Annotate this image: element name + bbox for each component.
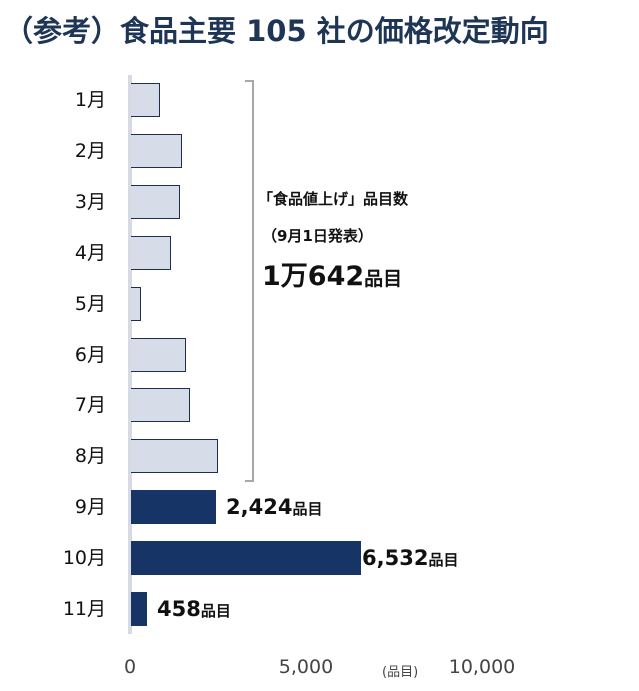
category-label: 11月	[62, 598, 106, 620]
category-label: 9月	[74, 496, 106, 518]
data-label-value: 2,424	[226, 495, 293, 519]
bar-11-month	[131, 592, 147, 626]
annotation-total: 1万642品目	[262, 254, 402, 293]
bar-10-month	[131, 541, 361, 575]
x-tick-10000: 10,000	[448, 656, 516, 678]
bar-1-month	[131, 83, 160, 117]
bar-2-month	[131, 134, 182, 168]
category-label: 7月	[74, 394, 106, 416]
category-label: 8月	[74, 445, 106, 467]
bar-6-month	[131, 338, 186, 372]
data-label-v10: 6,532品目	[362, 541, 458, 575]
x-tick-5000: 5,000	[278, 656, 334, 678]
data-label-unit: 品目	[292, 500, 323, 518]
bar-8-month	[131, 439, 218, 473]
category-label: 3月	[74, 191, 106, 213]
data-label-value: 6,532	[362, 546, 429, 570]
category-label: 1月	[74, 89, 106, 111]
data-label-value: 458	[157, 597, 201, 621]
bar-5-month	[131, 287, 141, 321]
category-label: 6月	[74, 344, 106, 366]
bar-3-month	[131, 185, 180, 219]
annotation-total-unit: 品目	[364, 268, 403, 290]
annotation-date: （9月1日発表）	[262, 227, 373, 245]
bracket-line	[252, 80, 254, 482]
category-label: 10月	[62, 547, 106, 569]
data-label-unit: 品目	[200, 602, 231, 620]
bracket-top-tick	[245, 80, 253, 82]
data-label-v9: 2,424品目	[226, 490, 322, 524]
y-axis-line	[128, 75, 132, 634]
x-tick-0: 0	[123, 656, 137, 678]
annotation-heading: 「食品値上げ」品目数	[258, 190, 409, 208]
category-label: 2月	[74, 140, 106, 162]
category-label: 4月	[74, 242, 106, 264]
data-label-unit: 品目	[428, 551, 459, 569]
bracket-bottom-tick	[245, 480, 253, 482]
data-label-v11: 458品目	[157, 592, 231, 626]
annotation-total-number: 1万642	[262, 261, 365, 292]
chart-title: （参考）食品主要 105 社の価格改定動向	[4, 14, 549, 48]
bar-7-month	[131, 388, 190, 422]
category-label: 5月	[74, 293, 106, 315]
bar-9-month	[131, 490, 216, 524]
x-axis-unit: (品目)	[382, 665, 419, 680]
bar-4-month	[131, 236, 171, 270]
